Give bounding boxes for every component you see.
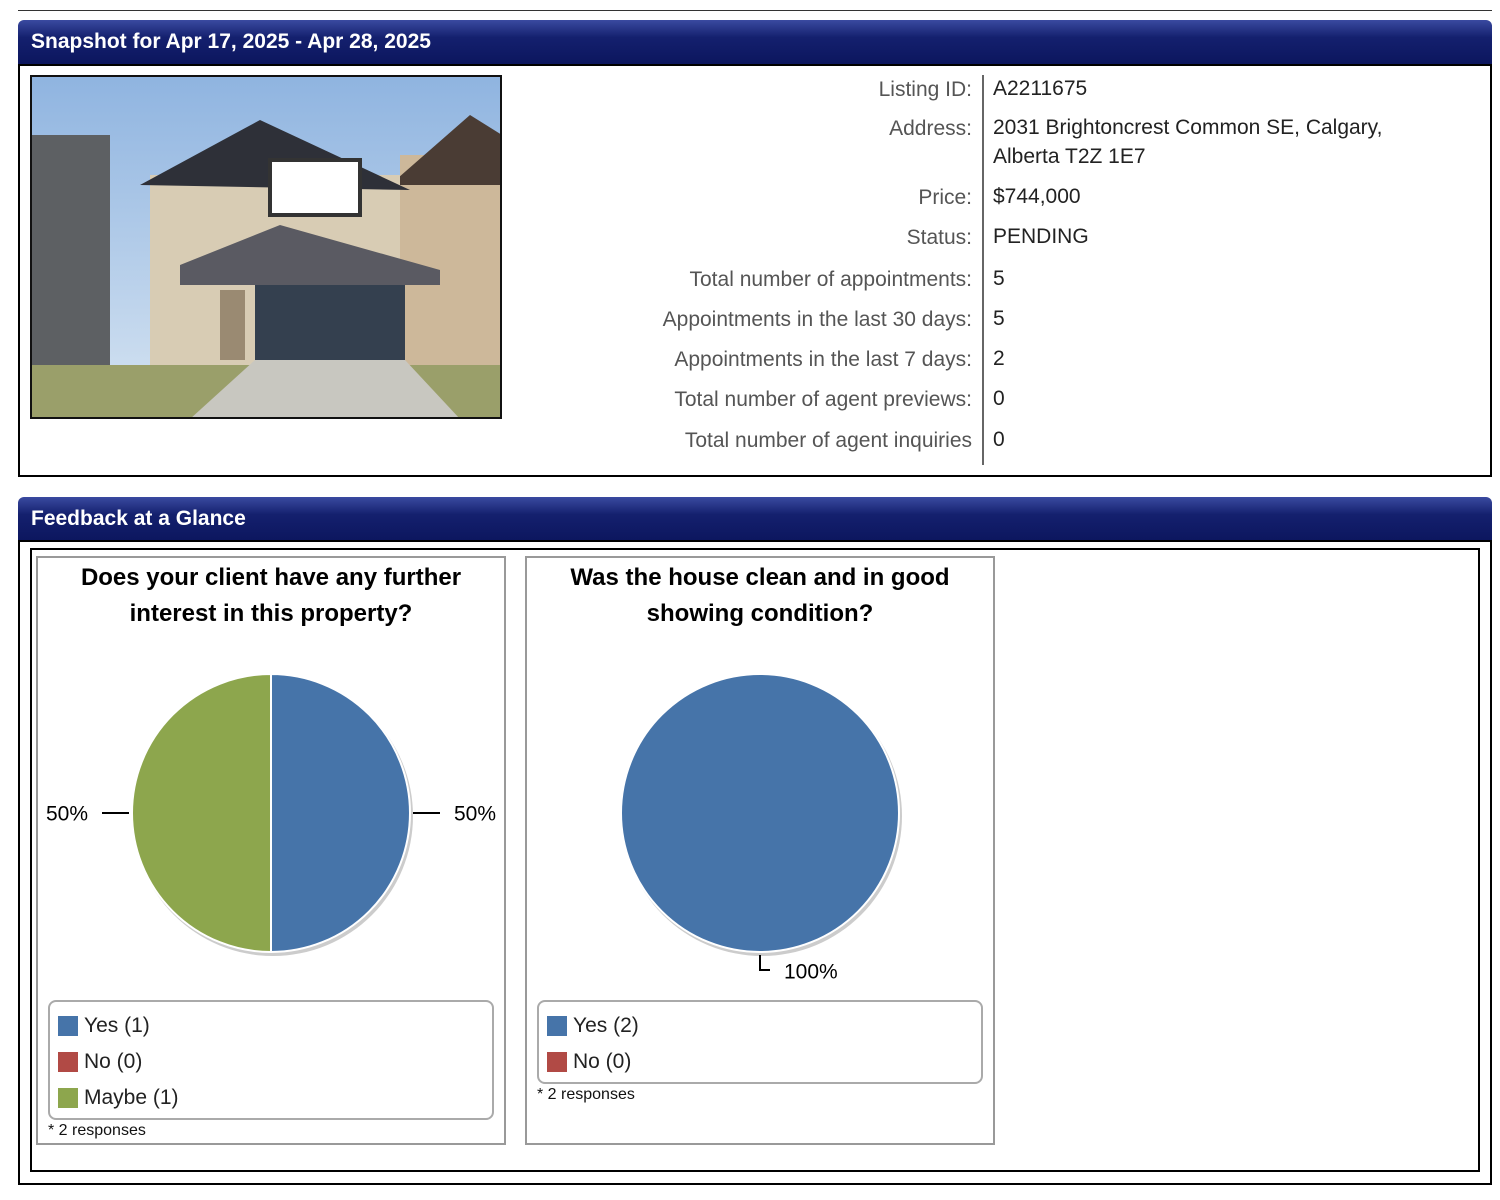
leader-line — [759, 955, 770, 971]
detail-value: $744,000 — [993, 185, 1081, 208]
legend-swatch — [58, 1088, 78, 1108]
legend-item: Maybe (1) — [58, 1080, 492, 1116]
detail-label: Appointments in the last 30 days: — [662, 308, 972, 331]
chart-area — [30, 548, 1480, 1172]
legend-label: Yes (2) — [573, 1014, 639, 1037]
chart-title: Does your client have any further intere… — [80, 564, 462, 627]
detail-value: A2211675 — [993, 77, 1088, 100]
detail-label: Total number of appointments: — [689, 268, 973, 291]
chart-title: Was the house clean and in good showing … — [570, 564, 950, 627]
detail-value: 0 — [993, 428, 1005, 451]
legend-swatch — [58, 1016, 78, 1036]
detail-value: 2 — [993, 347, 1005, 370]
legend-label: Yes (1) — [84, 1014, 150, 1037]
legend-item: No (0) — [547, 1044, 981, 1080]
chart-box: 50% 50% Does your client have any further … — [36, 556, 506, 1145]
footnote: * 2 responses — [537, 1086, 635, 1103]
pie-slice — [270, 672, 411, 954]
panel-header: Feedback at a Glance — [18, 497, 1492, 541]
detail-label: Listing ID: — [878, 78, 972, 101]
legend-label: No (0) — [573, 1050, 632, 1073]
detail-label: Total number of agent inquiries — [684, 429, 972, 452]
legend: Yes (2) No (0) — [537, 1000, 983, 1084]
value-label: 50% — [46, 803, 88, 826]
panel-body — [18, 540, 1492, 1185]
detail-value: 5 — [993, 267, 1005, 290]
panel-header: Snapshot for Apr 17, 2025 - Apr 28, 2025 — [18, 20, 1492, 64]
legend-item: Yes (2) — [547, 1008, 981, 1044]
panel-body — [18, 64, 1492, 477]
footnote: * 2 responses — [48, 1122, 146, 1139]
detail-value: 5 — [993, 307, 1005, 330]
legend: Yes (1) No (0) Maybe (1) — [48, 1000, 494, 1120]
value-label: 100% — [784, 961, 838, 984]
legend-item: No (0) — [58, 1044, 492, 1080]
detail-value: 0 — [993, 387, 1005, 410]
legend-swatch — [547, 1016, 567, 1036]
legend-swatch — [547, 1052, 567, 1072]
chart-box: 100% Was the house clean and in good show… — [525, 556, 995, 1145]
pie-chart: 100% — [620, 672, 902, 984]
listing-photo — [30, 75, 502, 419]
legend-swatch — [58, 1052, 78, 1072]
detail-value: PENDING — [993, 225, 1089, 248]
value-label: 50% — [454, 803, 496, 826]
detail-divider — [982, 75, 984, 465]
pie-slice — [131, 672, 272, 954]
detail-label: Appointments in the last 7 days: — [674, 348, 972, 371]
legend-label: No (0) — [84, 1050, 143, 1073]
detail-value: 2031 Brightoncrest Common SE, Calgary, A… — [993, 116, 1383, 168]
pie-chart: 50% 50% — [46, 672, 496, 956]
legend-item: Yes (1) — [58, 1008, 492, 1044]
top-rule — [18, 10, 1492, 11]
detail-label: Status: — [906, 226, 972, 249]
detail-label: Address: — [889, 117, 972, 140]
detail-label: Price: — [918, 186, 972, 209]
detail-label: Total number of agent previews: — [674, 388, 972, 411]
legend-label: Maybe (1) — [84, 1086, 179, 1109]
pie-slice — [620, 672, 900, 954]
